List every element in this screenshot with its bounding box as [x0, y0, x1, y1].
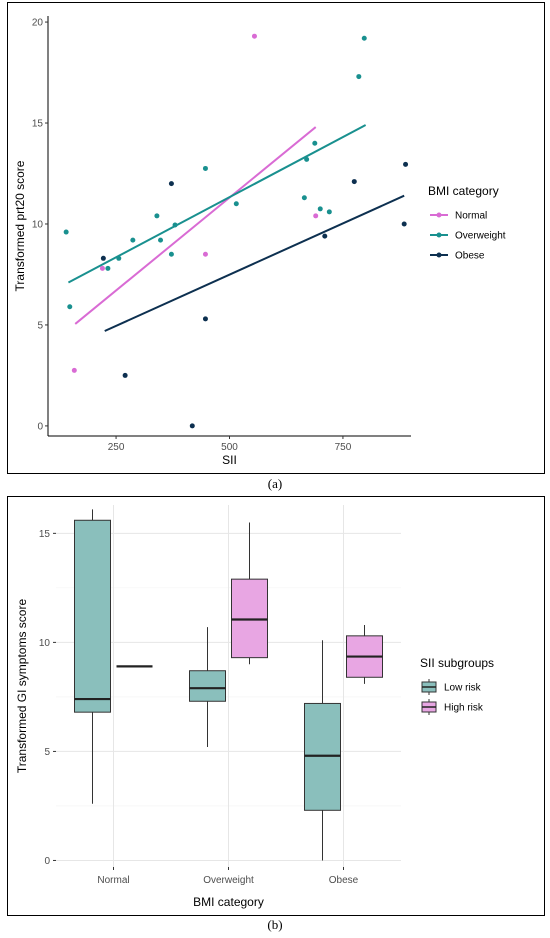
data-point-overweight	[158, 237, 164, 243]
legend-key-point	[436, 212, 442, 218]
boxplot-chart: 0 5 10 15 Normal Overweight Obese BMI category T…	[15, 505, 494, 909]
data-point-overweight	[116, 255, 122, 261]
y-tick-label: 20	[32, 18, 44, 29]
x-tick-label: Normal	[97, 875, 129, 886]
legend-key-point	[436, 252, 442, 258]
data-point-overweight	[130, 237, 136, 243]
legend-label-overweight: Overweight	[455, 231, 506, 242]
data-point-overweight	[317, 206, 323, 212]
data-point-obese	[202, 316, 208, 322]
data-point-obese	[100, 255, 106, 261]
data-point-obese	[168, 181, 174, 187]
box-body-low-risk	[74, 519, 111, 713]
scatter-chart: 0 5 10 15 20 250 500 750 SII Transformed prt20 sc…	[13, 16, 506, 467]
data-point-overweight	[361, 35, 367, 41]
x-tick-label: 750	[335, 442, 352, 453]
legend-label-obese: Obese	[455, 251, 485, 262]
x-axis-title: BMI category	[193, 895, 264, 909]
fit-line-normal	[74, 126, 317, 325]
fit-line-overweight	[67, 124, 367, 284]
data-point-overweight	[202, 165, 208, 171]
data-point-overweight	[326, 209, 332, 215]
caption-a: (a)	[267, 476, 283, 491]
fit-line-obese	[104, 194, 405, 332]
y-tick-label: 0	[44, 856, 50, 867]
y-axis-title: Transformed GI symptoms score	[15, 599, 29, 774]
y-tick-label: 10	[32, 219, 44, 230]
data-point-overweight	[304, 156, 310, 162]
data-point-normal	[313, 213, 319, 219]
data-point-normal	[99, 265, 105, 271]
legend-label-high-risk: High risk	[444, 703, 484, 714]
y-tick-label: 5	[37, 320, 43, 331]
x-tick-label: Obese	[329, 875, 359, 886]
data-point-overweight	[105, 265, 111, 271]
data-point-overweight	[233, 201, 239, 207]
x-axis-title: SII	[222, 453, 237, 467]
data-point-overweight	[154, 213, 160, 219]
y-tick-label: 5	[44, 747, 50, 758]
data-point-normal	[71, 367, 77, 373]
data-point-overweight	[172, 222, 178, 228]
x-tick-label: 250	[108, 442, 125, 453]
data-point-overweight	[301, 195, 307, 201]
y-tick-label: 15	[32, 119, 44, 130]
data-point-obese	[351, 179, 357, 185]
legend-title: SII subgroups	[420, 656, 494, 670]
data-point-obese	[401, 221, 407, 227]
legend-label-normal: Normal	[455, 211, 487, 222]
y-tick-label: 0	[37, 421, 43, 432]
boxplot-panel: 0 5 10 15 Normal Overweight Obese BMI category T…	[7, 496, 545, 916]
caption-b: (b)	[267, 917, 283, 932]
y-tick-label: 15	[39, 529, 51, 540]
y-axis-title: Transformed prt20 score	[13, 160, 27, 291]
data-point-obese	[322, 233, 328, 239]
x-tick-label: Overweight	[203, 875, 254, 886]
legend-label-low-risk: Low risk	[444, 683, 482, 694]
box-body-low-risk	[189, 670, 226, 702]
data-point-obese	[189, 423, 195, 429]
data-point-overweight	[312, 140, 318, 146]
legend-title: BMI category	[428, 184, 499, 198]
data-point-overweight	[67, 304, 73, 310]
data-point-normal	[251, 33, 257, 39]
data-point-overweight	[63, 229, 69, 235]
y-tick-label: 10	[39, 638, 51, 649]
scatter-panel: 0 5 10 15 20 250 500 750 SII Transformed prt20 sc…	[7, 2, 545, 474]
data-point-overweight	[168, 251, 174, 257]
data-point-obese	[403, 161, 409, 167]
legend-key-point	[436, 232, 442, 238]
data-point-overweight	[356, 74, 362, 80]
data-point-obese	[122, 372, 128, 378]
x-tick-label: 500	[221, 442, 238, 453]
data-point-normal	[202, 251, 208, 257]
